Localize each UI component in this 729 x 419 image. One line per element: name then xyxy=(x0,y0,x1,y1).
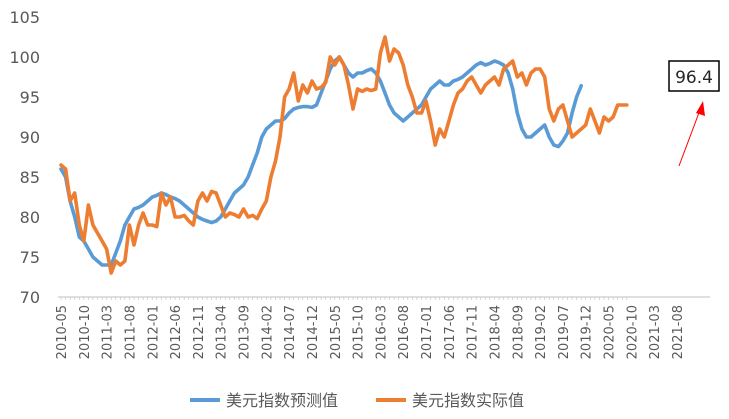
x-tick-label: 2020-05 xyxy=(603,305,618,359)
annotation-arrow-head xyxy=(696,101,705,116)
x-tick-label: 2015-05 xyxy=(329,305,344,359)
x-tick-label: 2010-10 xyxy=(78,305,93,359)
x-tick-label: 2012-11 xyxy=(192,305,207,359)
y-tick-label: 75 xyxy=(20,248,40,267)
x-tick-label: 2021-08 xyxy=(671,305,686,359)
x-tick-label: 2017-01 xyxy=(420,305,435,359)
x-tick-label: 2012-01 xyxy=(146,305,161,359)
x-tick-label: 2011-03 xyxy=(101,305,116,359)
y-tick-label: 105 xyxy=(9,8,40,27)
x-tick-label: 2014-12 xyxy=(306,305,321,359)
x-axis-labels: 2010-05 2010-10 2011-03 2011-08 2012-01 2012-… xyxy=(55,305,686,359)
x-tick-label: 2015-10 xyxy=(352,305,367,359)
x-tick-label: 2018-09 xyxy=(511,305,526,359)
x-tick-label: 2016-08 xyxy=(397,305,412,359)
y-tick-label: 90 xyxy=(20,128,40,147)
x-tick-label: 2010-05 xyxy=(55,305,70,359)
series-line-actual xyxy=(59,35,629,275)
x-tick-label: 2016-03 xyxy=(374,305,389,359)
y-tick-label: 85 xyxy=(20,168,40,187)
x-tick-label: 2019-12 xyxy=(580,305,595,359)
x-tick-label: 2011-08 xyxy=(123,305,138,359)
y-tick-label: 80 xyxy=(20,208,40,227)
x-tick-label: 2014-02 xyxy=(260,305,275,359)
series-line-forecast xyxy=(59,55,584,267)
x-tick-label: 2017-11 xyxy=(466,305,481,359)
annotation-arrow-line xyxy=(678,109,701,167)
x-tick-label: 2014-07 xyxy=(283,305,298,359)
x-tick-label: 2017-06 xyxy=(443,305,458,359)
y-tick-label: 100 xyxy=(9,48,40,67)
annotation-label: 96.4 xyxy=(675,68,713,88)
y-tick-label: 70 xyxy=(20,288,40,307)
legend: 美元指数预测值 美元指数实际值 xyxy=(190,391,524,410)
x-tick-label: 2021-03 xyxy=(648,305,663,359)
y-tick-label: 95 xyxy=(20,88,40,107)
legend-label-forecast: 美元指数预测值 xyxy=(226,391,338,410)
x-tick-label: 2012-06 xyxy=(169,305,184,359)
x-tick-label: 2018-04 xyxy=(488,305,503,359)
x-tick-label: 2019-02 xyxy=(534,305,549,359)
x-tick-label: 2019-07 xyxy=(557,305,572,359)
legend-label-actual: 美元指数实际值 xyxy=(412,391,524,410)
x-tick-label: 2020-10 xyxy=(625,305,640,359)
annotation: 96.4 xyxy=(668,60,720,167)
y-axis-labels: 70 75 80 85 90 95 100 105 xyxy=(9,8,40,307)
x-axis-ticks xyxy=(60,297,628,300)
x-tick-label: 2013-04 xyxy=(215,305,230,359)
x-tick-label: 2013-09 xyxy=(238,305,253,359)
series-layer xyxy=(59,35,629,275)
annotation-box xyxy=(668,60,720,92)
